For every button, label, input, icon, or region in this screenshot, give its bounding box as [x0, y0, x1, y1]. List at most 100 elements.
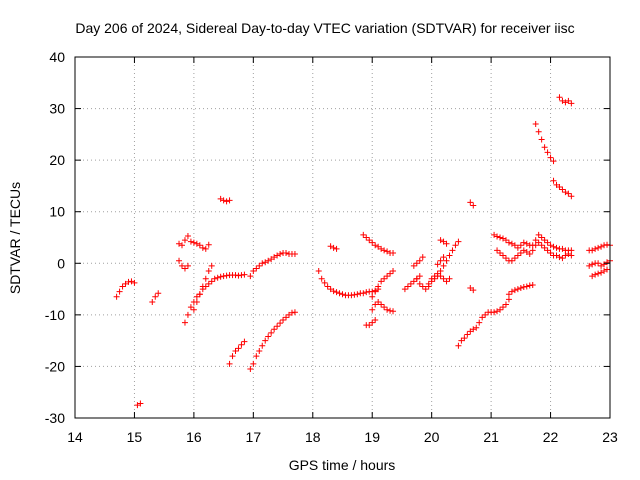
data-point — [604, 266, 611, 273]
data-point — [550, 243, 557, 250]
x-tick-label: 14 — [67, 429, 83, 445]
data-point — [553, 244, 560, 251]
data-point — [277, 251, 284, 258]
data-point — [321, 279, 328, 286]
data-point — [529, 281, 536, 288]
chart-title: Day 206 of 2024, Sidereal Day-to-day VTE… — [75, 20, 574, 36]
data-point — [410, 262, 417, 269]
data-point — [208, 262, 215, 269]
data-point — [390, 249, 397, 256]
data-point — [538, 234, 545, 241]
data-point — [416, 273, 423, 280]
data-point — [250, 268, 257, 275]
data-point — [443, 257, 450, 264]
data-point — [440, 275, 447, 282]
data-point — [253, 265, 260, 272]
data-point — [523, 283, 530, 290]
data-point — [137, 400, 144, 407]
data-point — [455, 342, 462, 349]
data-point — [535, 239, 542, 246]
data-point — [502, 255, 509, 262]
data-point — [538, 242, 545, 249]
data-point — [431, 273, 438, 280]
data-point — [550, 177, 557, 184]
data-point — [502, 237, 509, 244]
data-point — [416, 257, 423, 264]
data-point — [592, 271, 599, 278]
data-point — [274, 252, 281, 259]
data-point — [378, 301, 385, 308]
data-point — [452, 242, 459, 249]
data-point — [428, 275, 435, 282]
data-point — [390, 308, 397, 315]
data-point — [559, 255, 566, 262]
data-point — [446, 275, 453, 282]
data-point — [556, 94, 563, 101]
data-point — [595, 270, 602, 277]
data-point — [134, 402, 141, 409]
data-point — [265, 333, 272, 340]
data-point — [196, 291, 203, 298]
data-point — [181, 265, 188, 272]
data-point — [232, 272, 239, 279]
data-point — [497, 234, 504, 241]
data-point — [505, 239, 512, 246]
data-point — [390, 268, 397, 275]
data-point — [541, 237, 548, 244]
data-point — [324, 283, 331, 290]
data-point — [259, 260, 266, 267]
data-point — [553, 252, 560, 259]
data-point — [360, 231, 367, 238]
data-point — [235, 345, 242, 352]
data-point — [416, 280, 423, 287]
data-point — [601, 242, 608, 249]
data-point — [449, 247, 456, 254]
data-point — [187, 304, 194, 311]
data-point — [369, 319, 376, 326]
data-point — [202, 275, 209, 282]
data-point — [407, 280, 414, 287]
x-tick-label: 15 — [127, 429, 143, 445]
data-point — [232, 347, 239, 354]
data-point — [238, 341, 245, 348]
data-point — [565, 251, 572, 258]
data-point — [280, 317, 287, 324]
data-marks — [113, 94, 613, 409]
data-point — [467, 199, 474, 206]
data-point — [184, 232, 191, 239]
data-point — [508, 257, 515, 264]
data-point — [491, 231, 498, 238]
data-point — [247, 366, 254, 373]
data-point — [220, 197, 227, 204]
data-point — [196, 242, 203, 249]
data-point — [544, 149, 551, 156]
data-point — [589, 273, 596, 280]
data-point — [241, 271, 248, 278]
data-point — [500, 235, 506, 242]
data-point — [455, 238, 462, 245]
y-tick-label: -20 — [45, 358, 65, 374]
data-point — [470, 287, 477, 294]
data-point — [482, 311, 489, 318]
data-point — [500, 304, 506, 311]
x-tick-label: 21 — [483, 429, 499, 445]
data-point — [550, 158, 557, 165]
data-point — [235, 272, 242, 279]
data-point — [595, 244, 602, 251]
data-point — [229, 353, 236, 360]
x-tick-label: 22 — [543, 429, 559, 445]
data-point — [494, 308, 501, 315]
data-point — [437, 237, 444, 244]
data-point — [369, 293, 376, 300]
y-axis-ticks: -30 -20 -10 0 10 20 30 40 — [45, 49, 610, 426]
data-point — [413, 275, 420, 282]
x-tick-label: 20 — [424, 429, 440, 445]
data-point — [458, 337, 465, 344]
data-point — [410, 278, 417, 285]
data-point — [330, 288, 337, 295]
data-point — [291, 251, 298, 258]
data-point — [541, 144, 548, 151]
data-point — [226, 360, 233, 367]
data-point — [333, 245, 340, 252]
data-point — [589, 261, 596, 268]
